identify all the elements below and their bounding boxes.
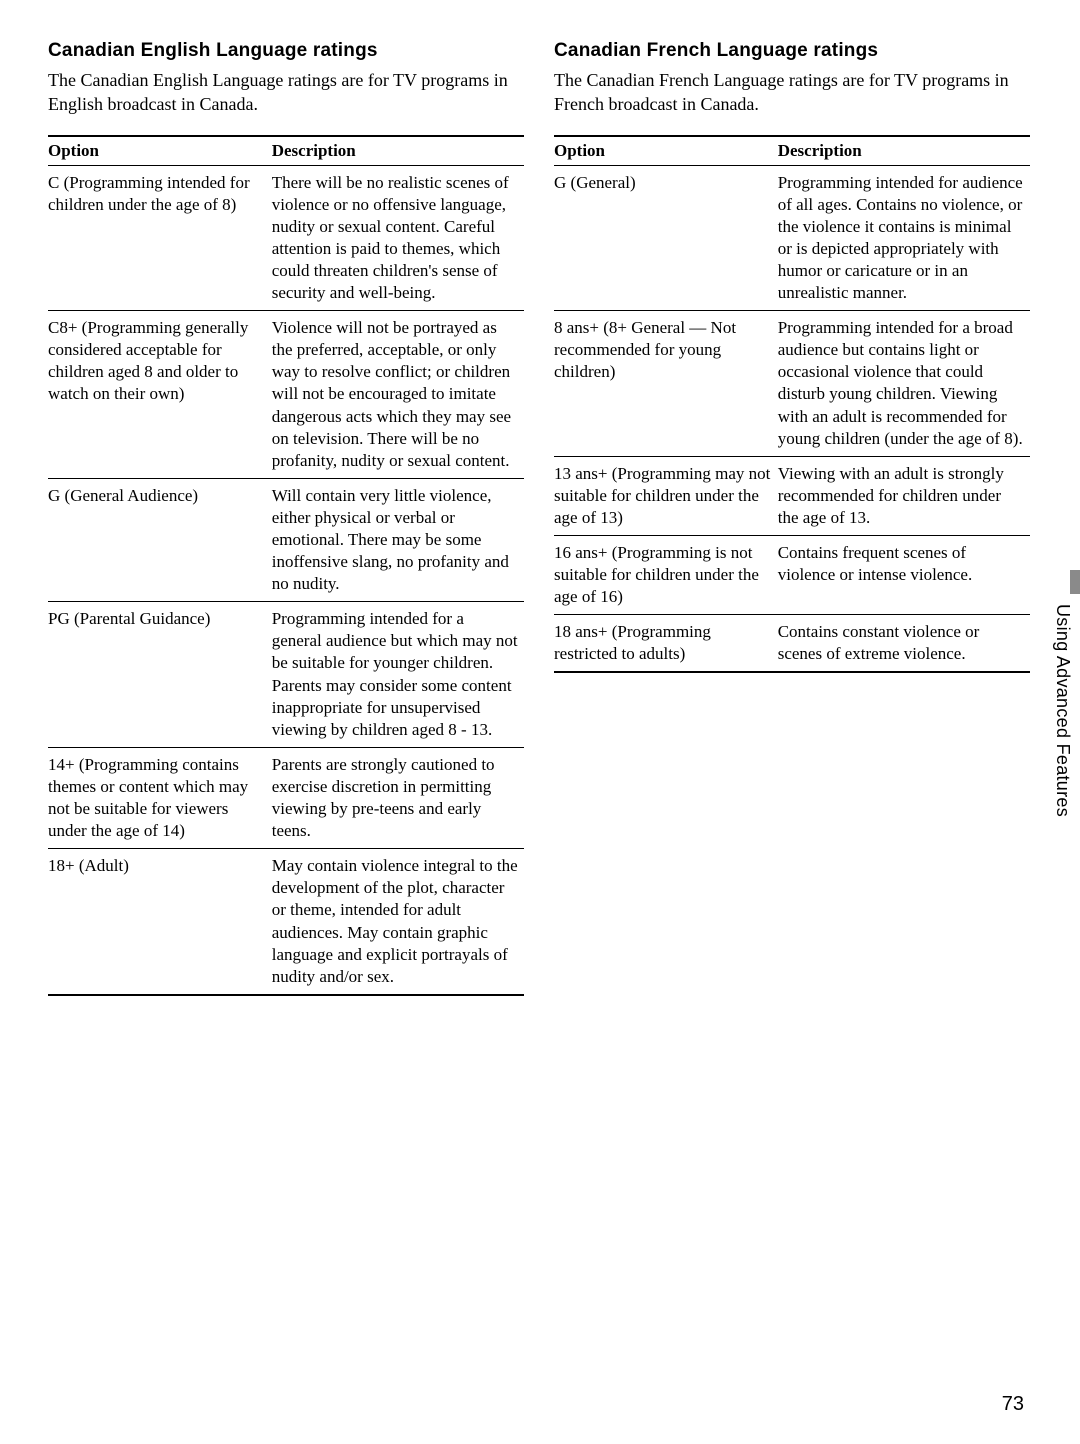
two-column-layout: Canadian English Language ratings The Ca… bbox=[48, 40, 1030, 996]
side-tab-label: Using Advanced Features bbox=[1052, 600, 1073, 817]
cell-option: 16 ans+ (Programming is not suitable for… bbox=[554, 536, 778, 615]
table-row: 18 ans+ (Programming restricted to adult… bbox=[554, 615, 1030, 673]
table-row: 16 ans+ (Programming is not suitable for… bbox=[554, 536, 1030, 615]
right-section-title: Canadian French Language ratings bbox=[554, 40, 1030, 62]
col-header-description: Description bbox=[272, 136, 524, 166]
cell-description: Contains frequent scenes of violence or … bbox=[778, 536, 1030, 615]
cell-description: Programming intended for audience of all… bbox=[778, 165, 1030, 311]
table-row: 18+ (Adult) May contain violence integra… bbox=[48, 849, 524, 995]
cell-option: 13 ans+ (Programming may not suitable fo… bbox=[554, 456, 778, 535]
table-row: 13 ans+ (Programming may not suitable fo… bbox=[554, 456, 1030, 535]
table-row: G (General) Programming intended for aud… bbox=[554, 165, 1030, 311]
cell-option: G (General) bbox=[554, 165, 778, 311]
table-row: 14+ (Programming contains themes or cont… bbox=[48, 747, 524, 848]
table-header-row: Option Description bbox=[554, 136, 1030, 166]
right-column: Canadian French Language ratings The Can… bbox=[554, 40, 1030, 996]
table-row: 8 ans+ (8+ General — Not recommended for… bbox=[554, 311, 1030, 457]
cell-option: 18+ (Adult) bbox=[48, 849, 272, 995]
left-column: Canadian English Language ratings The Ca… bbox=[48, 40, 524, 996]
cell-description: May contain violence integral to the dev… bbox=[272, 849, 524, 995]
col-header-description: Description bbox=[778, 136, 1030, 166]
section-side-tab: Using Advanced Features bbox=[1052, 570, 1080, 817]
cell-option: PG (Parental Guidance) bbox=[48, 602, 272, 748]
cell-description: There will be no realistic scenes of vio… bbox=[272, 165, 524, 311]
table-header-row: Option Description bbox=[48, 136, 524, 166]
cell-option: C8+ (Programming generally considered ac… bbox=[48, 311, 272, 479]
cell-description: Programming intended for a broad audienc… bbox=[778, 311, 1030, 457]
table-row: C8+ (Programming generally considered ac… bbox=[48, 311, 524, 479]
col-header-option: Option bbox=[554, 136, 778, 166]
left-section-title: Canadian English Language ratings bbox=[48, 40, 524, 62]
cell-option: G (General Audience) bbox=[48, 478, 272, 601]
cell-option: 8 ans+ (8+ General — Not recommended for… bbox=[554, 311, 778, 457]
cell-description: Programming intended for a general audie… bbox=[272, 602, 524, 748]
left-intro-text: The Canadian English Language ratings ar… bbox=[48, 68, 524, 117]
table-row: G (General Audience) Will contain very l… bbox=[48, 478, 524, 601]
cell-description: Contains constant violence or scenes of … bbox=[778, 615, 1030, 673]
page-number: 73 bbox=[1002, 1393, 1024, 1416]
english-ratings-table: Option Description C (Programming intend… bbox=[48, 135, 524, 996]
side-tab-marker bbox=[1070, 570, 1080, 594]
cell-option: 18 ans+ (Programming restricted to adult… bbox=[554, 615, 778, 673]
cell-description: Viewing with an adult is strongly recomm… bbox=[778, 456, 1030, 535]
cell-description: Violence will not be portrayed as the pr… bbox=[272, 311, 524, 479]
table-row: C (Programming intended for children und… bbox=[48, 165, 524, 311]
page: Canadian English Language ratings The Ca… bbox=[0, 0, 1080, 1444]
cell-option: C (Programming intended for children und… bbox=[48, 165, 272, 311]
cell-description: Will contain very little violence, eithe… bbox=[272, 478, 524, 601]
cell-description: Parents are strongly cautioned to exerci… bbox=[272, 747, 524, 848]
right-intro-text: The Canadian French Language ratings are… bbox=[554, 68, 1030, 117]
col-header-option: Option bbox=[48, 136, 272, 166]
cell-option: 14+ (Programming contains themes or cont… bbox=[48, 747, 272, 848]
table-row: PG (Parental Guidance) Programming inten… bbox=[48, 602, 524, 748]
french-ratings-table: Option Description G (General) Programmi… bbox=[554, 135, 1030, 674]
